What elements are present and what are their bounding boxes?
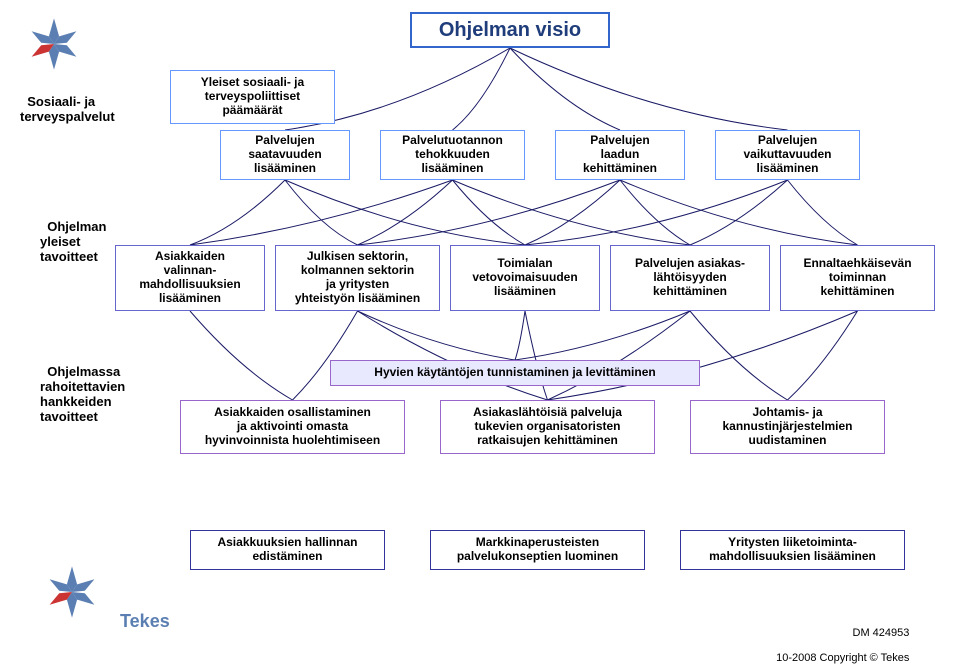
title-text: Ohjelman visio: [439, 19, 581, 42]
row3-top-box: Hyvien käytäntöjen tunnistaminen ja levi…: [330, 360, 700, 386]
footer-dm: DM 424953: [853, 627, 910, 639]
tekes-text: Tekes: [120, 611, 170, 631]
sidebar-text-2: Ohjelmanyleisettavoitteet: [40, 219, 106, 264]
row2-box-b: Julkisen sektorin,kolmannen sektorinja y…: [275, 245, 440, 311]
bottom-box-1: Asiakkuuksien hallinnanedistäminen: [190, 530, 385, 570]
row2-text-c: Toimialanvetovoimaisuudenlisääminen: [472, 257, 577, 298]
row1-box-b: Palvelutuotannontehokkuudenlisääminen: [380, 130, 525, 180]
row2-box-a: Asiakkaidenvalinnan-mahdollisuuksienlisä…: [115, 245, 265, 311]
bottom-box-2: Markkinaperusteistenpalvelukonseptien lu…: [430, 530, 645, 570]
sidebar-text-3: Ohjelmassarahoitettavienhankkeidentavoit…: [40, 364, 125, 424]
row2-box-e: Ennaltaehkäiseväntoiminnankehittäminen: [780, 245, 935, 311]
row2-text-b: Julkisen sektorin,kolmannen sektorinja y…: [295, 250, 420, 305]
sidebar-text-1: Sosiaali- jaterveyspalvelut: [20, 94, 115, 124]
bottom-text-3: Yritysten liiketoiminta-mahdollisuuksien…: [709, 536, 876, 564]
sidebar-label-1: Sosiaali- jaterveyspalvelut: [20, 80, 115, 125]
footer-right: DM 424953 10-2008 Copyright © Tekes: [770, 614, 909, 665]
row2-box-c: Toimialanvetovoimaisuudenlisääminen: [450, 245, 600, 311]
row1-text-b: Palvelutuotannontehokkuudenlisääminen: [402, 134, 503, 175]
row1-box-a: Palvelujensaatavuudenlisääminen: [220, 130, 350, 180]
row3-top-text: Hyvien käytäntöjen tunnistaminen ja levi…: [374, 366, 655, 380]
row2-text-a: Asiakkaidenvalinnan-mahdollisuuksienlisä…: [139, 250, 240, 305]
row3-box-b: Asiakaslähtöisiä palvelujatukevien organ…: [440, 400, 655, 454]
bottom-box-3: Yritysten liiketoiminta-mahdollisuuksien…: [680, 530, 905, 570]
title-box: Ohjelman visio: [410, 12, 610, 48]
row0-box-a: Yleiset sosiaali- jaterveyspoliittisetpä…: [170, 70, 335, 124]
row1-text-d: Palvelujenvaikuttavuudenlisääminen: [743, 134, 831, 175]
row1-box-d: Palvelujenvaikuttavuudenlisääminen: [715, 130, 860, 180]
row3-box-a: Asiakkaiden osallistaminenja aktivointi …: [180, 400, 405, 454]
tekes-wordmark: Tekes: [110, 590, 170, 631]
row2-text-d: Palvelujen asiakas-lähtöisyydenkehittämi…: [635, 257, 745, 298]
row2-text-e: Ennaltaehkäiseväntoiminnankehittäminen: [803, 257, 911, 298]
bottom-text-2: Markkinaperusteistenpalvelukonseptien lu…: [457, 536, 618, 564]
row0-text-a: Yleiset sosiaali- jaterveyspoliittisetpä…: [201, 76, 304, 117]
bottom-text-1: Asiakkuuksien hallinnanedistäminen: [217, 536, 357, 564]
tekes-star-icon: [40, 560, 104, 624]
row2-box-d: Palvelujen asiakas-lähtöisyydenkehittämi…: [610, 245, 770, 311]
sidebar-label-3: Ohjelmassarahoitettavienhankkeidentavoit…: [40, 350, 125, 425]
tekes-star-icon: [22, 12, 86, 76]
row3-box-c: Johtamis- jakannustinjärjestelmienuudist…: [690, 400, 885, 454]
row1-box-c: Palvelujenlaadunkehittäminen: [555, 130, 685, 180]
row3-text-a: Asiakkaiden osallistaminenja aktivointi …: [205, 406, 380, 447]
sidebar-label-2: Ohjelmanyleisettavoitteet: [40, 205, 106, 265]
row3-text-c: Johtamis- jakannustinjärjestelmienuudist…: [722, 406, 852, 447]
row3-text-b: Asiakaslähtöisiä palvelujatukevien organ…: [473, 406, 622, 447]
row1-text-a: Palvelujensaatavuudenlisääminen: [248, 134, 321, 175]
row1-text-c: Palvelujenlaadunkehittäminen: [583, 134, 657, 175]
